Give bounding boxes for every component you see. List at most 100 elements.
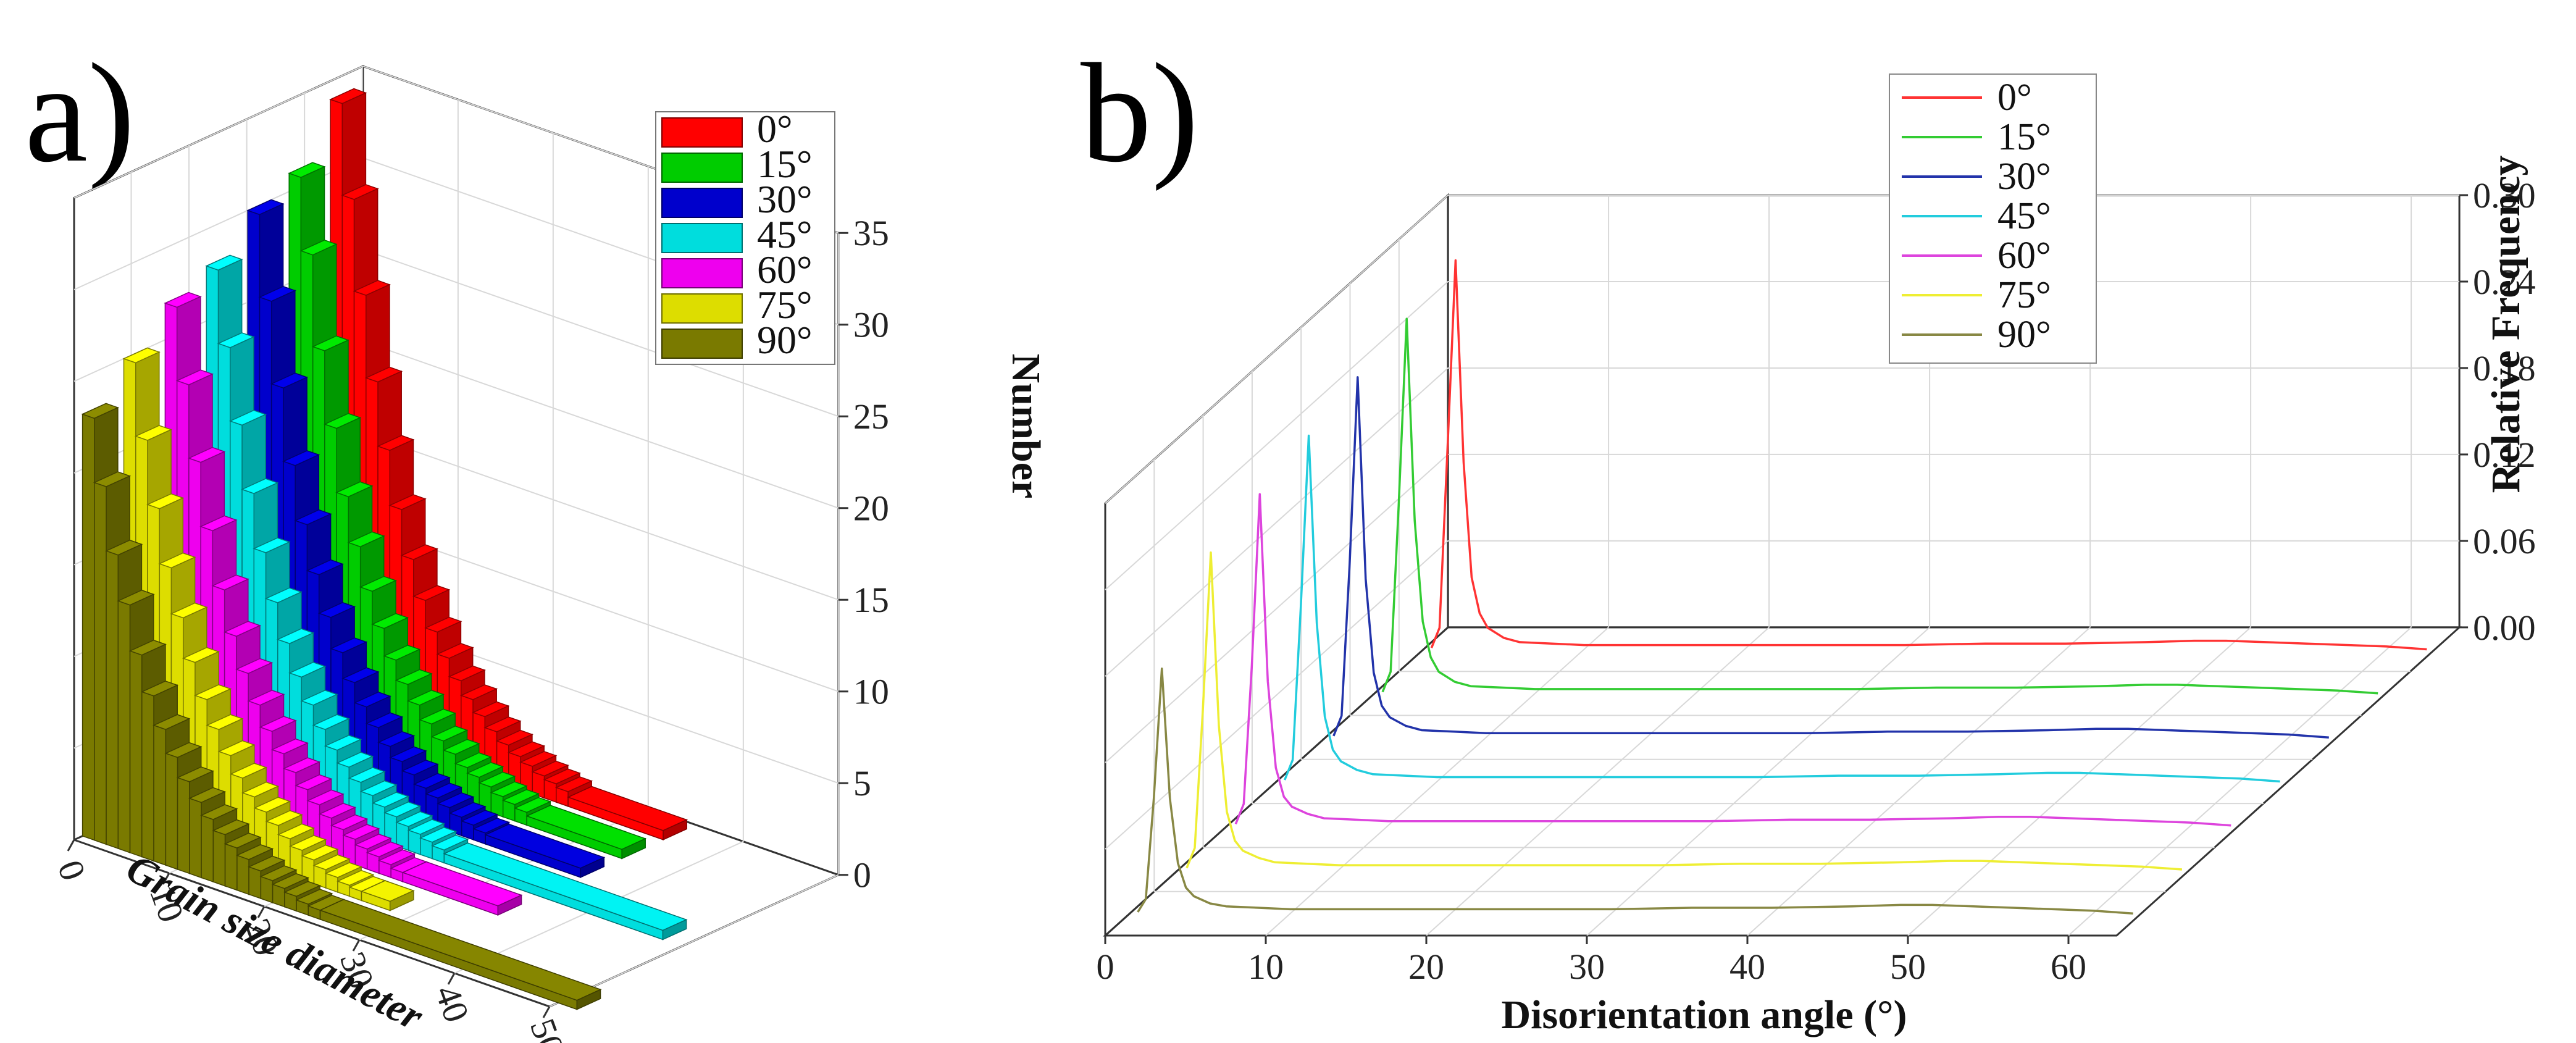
- legend-swatch: [661, 188, 743, 218]
- z-tick-label: 0.24: [2473, 262, 2536, 302]
- legend-label: 45°: [1997, 195, 2051, 237]
- z-tick-label: 0.12: [2473, 435, 2536, 475]
- bar-front: [82, 413, 95, 841]
- x-tick-label: 0: [50, 855, 94, 886]
- legend-label: 90°: [757, 318, 813, 362]
- x-tick-label: 30: [1569, 947, 1605, 987]
- z-tick-label: 25: [853, 396, 889, 437]
- bar-front: [212, 829, 226, 887]
- panel-b: b) 0 10 20 30 40 50 60 0.00 0.06 0.12 0.18 0.24 0.30…: [1081, 34, 2536, 1037]
- legend-label: 0°: [757, 107, 793, 151]
- series-line-1: [1381, 317, 2378, 695]
- z-tick-label: 0.30: [2473, 175, 2536, 216]
- panel-b-zlabel: Relative Frequency: [2483, 156, 2528, 493]
- x-tick-mark: [352, 939, 361, 952]
- z-gridline: [1105, 540, 2460, 850]
- x-tick-mark: [67, 839, 75, 852]
- series-line-3: [1283, 434, 2280, 783]
- tail-end: [497, 894, 522, 916]
- legend-box: [1889, 73, 2097, 364]
- tail-end: [663, 819, 687, 840]
- legend-swatch: [661, 223, 743, 253]
- panel-a-legend: 0°15°30°45°60°75°90°: [655, 107, 835, 365]
- bar-front: [248, 866, 262, 900]
- x-tick-label: 50: [1890, 947, 1926, 987]
- legend-swatch: [661, 258, 743, 288]
- floor-gridline: [1426, 627, 1770, 936]
- bar-front: [94, 482, 107, 845]
- legend-label: 75°: [1997, 274, 2051, 316]
- panel-b-frame: [1103, 193, 2462, 938]
- x-tick-label: 50: [522, 1013, 572, 1043]
- x-tick-mark: [162, 873, 170, 885]
- floor-gridline: [1586, 627, 1930, 936]
- floor-gridline: [1747, 627, 2091, 936]
- z-tick-label: 15: [853, 580, 889, 620]
- x-tick-label: 10: [1248, 947, 1284, 987]
- panel-a-bars: [81, 88, 688, 1010]
- z-tick-label: 0.00: [2473, 608, 2536, 648]
- x-tick-label: 60: [2051, 947, 2086, 987]
- x-tick-label: 40: [1729, 947, 1765, 987]
- series-line-6: [1137, 667, 2133, 915]
- floor-gridline: [1907, 627, 2251, 936]
- x-tick-label: 40: [427, 980, 477, 1028]
- series-line-2: [1332, 376, 2329, 739]
- bar-front: [201, 815, 214, 883]
- z-tick-label: 10: [853, 672, 889, 712]
- x-tick-mark: [447, 973, 456, 985]
- z-tick-label: 20: [853, 488, 889, 529]
- panel-b-label: b): [1081, 34, 1199, 191]
- z-gridline: [1105, 195, 2460, 504]
- bar-front: [224, 843, 238, 891]
- legend-swatch: [661, 329, 743, 359]
- bar-front: [189, 797, 202, 879]
- z-tick-label: 0: [853, 855, 871, 895]
- panel-b-xlabel: Disorientation angle (°): [1501, 992, 1907, 1037]
- legend-label: 15°: [1997, 116, 2051, 158]
- z-tick-label: 0.06: [2473, 521, 2536, 561]
- legend-label: 0°: [1997, 77, 2032, 119]
- legend-label: 15°: [757, 142, 813, 186]
- legend-swatch: [661, 117, 743, 148]
- floor-gridline: [549, 874, 839, 1007]
- legend-label: 90°: [1997, 314, 2051, 356]
- panel-b-lines: [1137, 259, 2427, 915]
- tail-end: [662, 919, 687, 940]
- panel-a-zlabel: Number: [1003, 354, 1048, 499]
- tail-end: [389, 890, 414, 911]
- series-6-bars: [81, 403, 602, 1010]
- tail-end: [621, 837, 646, 860]
- tail-end: [580, 857, 605, 878]
- bar-front: [106, 550, 119, 850]
- legend-swatch: [661, 153, 743, 183]
- bar-front: [165, 752, 178, 870]
- legend-label: 45°: [757, 212, 813, 256]
- x-tick-mark: [542, 1006, 551, 1018]
- panel-b-ticks: 0 10 20 30 40 50 60 0.00 0.06 0.12 0.18 0.24 0.30: [1097, 175, 2536, 987]
- bar-front: [177, 777, 190, 874]
- bar-front: [153, 724, 167, 866]
- legend-label: 60°: [757, 248, 813, 291]
- x-tick-label: 0: [1097, 947, 1114, 987]
- z-gridline: [1105, 367, 2460, 677]
- tail-end: [576, 989, 601, 1010]
- legend-label: 30°: [1997, 156, 2051, 198]
- bar-front: [129, 650, 143, 858]
- series-line-5: [1186, 551, 2183, 871]
- bar-front: [141, 691, 154, 862]
- z-tick-label: 35: [853, 213, 889, 253]
- floor: [1103, 626, 2462, 937]
- z-tick-label: 30: [853, 305, 889, 345]
- legend-label: 60°: [1997, 235, 2051, 277]
- x-tick-label: 20: [1408, 947, 1444, 987]
- panel-a-label: a): [25, 34, 135, 191]
- z-gridline: [1105, 453, 2460, 763]
- series-line-4: [1234, 493, 2231, 827]
- floor-gridline: [1265, 627, 1609, 936]
- series-line-0: [1430, 259, 2427, 651]
- floor-gridline: [2068, 627, 2412, 936]
- z-tick-label: 5: [853, 763, 871, 803]
